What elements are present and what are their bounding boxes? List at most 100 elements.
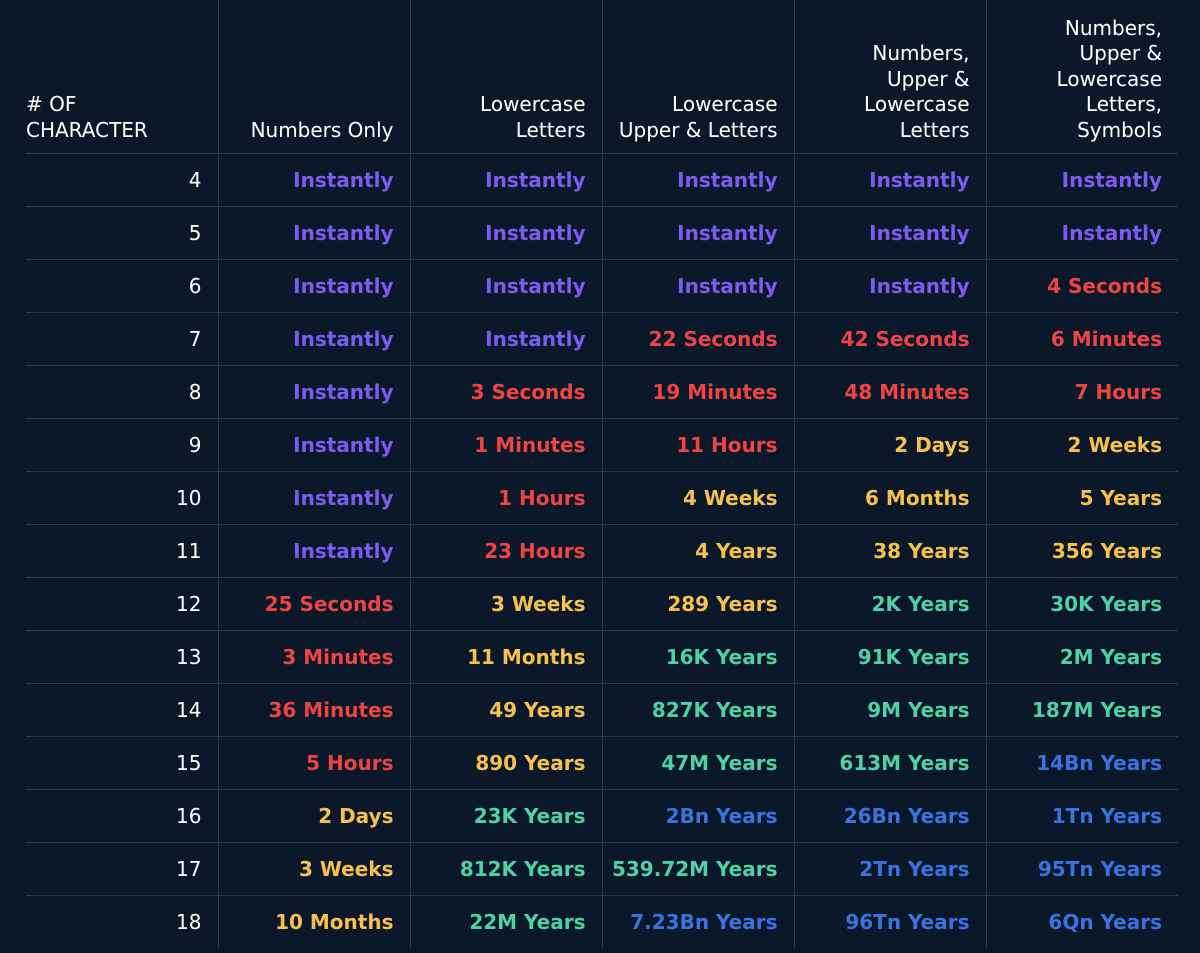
crack-time-cell: Instantly bbox=[217, 153, 410, 207]
crack-time-cell: 187M Years bbox=[985, 683, 1178, 737]
crack-time-cell: 613M Years bbox=[793, 736, 986, 790]
crack-time-cell: 22 Seconds bbox=[601, 312, 794, 366]
crack-time-cell: 7.23Bn Years bbox=[601, 895, 794, 948]
column-header-line: Lowercase bbox=[480, 92, 586, 116]
character-count-cell: 5 bbox=[26, 206, 218, 260]
column-header-line: Upper & bbox=[1079, 41, 1162, 65]
crack-time-cell: 25 Seconds bbox=[217, 577, 410, 631]
crack-time-cell: Instantly bbox=[409, 206, 602, 260]
crack-time-cell: 10 Months bbox=[217, 895, 410, 948]
crack-time-cell: 95Tn Years bbox=[985, 842, 1178, 896]
crack-time-cell: 3 Weeks bbox=[217, 842, 410, 896]
crack-time-cell: 38 Years bbox=[793, 524, 986, 578]
crack-time-cell: 47M Years bbox=[601, 736, 794, 790]
password-crack-time-table: # OF CHARACTER Numbers Only Lowercase Letter… bbox=[26, 0, 1178, 948]
column-header-line: Symbols bbox=[1077, 117, 1162, 142]
crack-time-cell: 9M Years bbox=[793, 683, 986, 737]
crack-time-cell: Instantly bbox=[601, 259, 794, 313]
column-header-line: Lowercase bbox=[864, 92, 970, 116]
password-crack-time-table-wrapper: # OF CHARACTER Numbers Only Lowercase Letter… bbox=[26, 0, 1178, 948]
crack-time-cell: 11 Months bbox=[409, 630, 602, 684]
table-row: 11 Instantly 23 Hours 4 Years 38 Years 356 Ye… bbox=[26, 524, 1178, 578]
crack-time-cell: 3 Seconds bbox=[409, 365, 602, 419]
crack-time-cell: Instantly bbox=[409, 153, 602, 207]
column-header-1: Numbers Only bbox=[217, 0, 410, 154]
table-row: 14 36 Minutes 49 Years 827K Years 9M Years 18… bbox=[26, 683, 1178, 737]
crack-time-cell: 5 Years bbox=[985, 471, 1178, 525]
crack-time-cell: 4 Weeks bbox=[601, 471, 794, 525]
crack-time-cell: 23 Hours bbox=[409, 524, 602, 578]
character-count-cell: 4 bbox=[26, 153, 218, 207]
crack-time-cell: Instantly bbox=[217, 365, 410, 419]
column-header-line: Numbers Only bbox=[250, 117, 394, 142]
crack-time-cell: 539.72M Years bbox=[601, 842, 794, 896]
crack-time-cell: 36 Minutes bbox=[217, 683, 410, 737]
table-row: 9 Instantly 1 Minutes 11 Hours 2 Days 2 Weeks bbox=[26, 418, 1178, 472]
crack-time-cell: 23K Years bbox=[409, 789, 602, 843]
character-count-cell: 10 bbox=[26, 471, 218, 525]
crack-time-cell: Instantly bbox=[601, 206, 794, 260]
character-count-cell: 13 bbox=[26, 630, 218, 684]
crack-time-cell: 3 Minutes bbox=[217, 630, 410, 684]
crack-time-cell: 827K Years bbox=[601, 683, 794, 737]
crack-time-cell: 2 Days bbox=[793, 418, 986, 472]
column-header-3: Lowercase Upper & Letters bbox=[601, 0, 794, 154]
character-count-cell: 6 bbox=[26, 259, 218, 313]
crack-time-cell: Instantly bbox=[217, 259, 410, 313]
crack-time-cell: 2 Weeks bbox=[985, 418, 1178, 472]
crack-time-cell: 1Tn Years bbox=[985, 789, 1178, 843]
crack-time-cell: 22M Years bbox=[409, 895, 602, 948]
crack-time-cell: 49 Years bbox=[409, 683, 602, 737]
column-header-line: Lowercase bbox=[1056, 66, 1162, 91]
character-count-cell: 7 bbox=[26, 312, 218, 366]
character-count-cell: 12 bbox=[26, 577, 218, 631]
crack-time-cell: 356 Years bbox=[985, 524, 1178, 578]
crack-time-cell: 42 Seconds bbox=[793, 312, 986, 366]
crack-time-cell: Instantly bbox=[217, 524, 410, 578]
crack-time-cell: 96Tn Years bbox=[793, 895, 986, 948]
crack-time-cell: Instantly bbox=[409, 312, 602, 366]
table-row: 15 5 Hours 890 Years 47M Years 613M Years 14B… bbox=[26, 736, 1178, 790]
crack-time-cell: Instantly bbox=[217, 418, 410, 472]
table-row: 12 25 Seconds 3 Weeks 289 Years 2K Years 30K … bbox=[26, 577, 1178, 631]
crack-time-cell: Instantly bbox=[217, 312, 410, 366]
table-row: 7 Instantly Instantly 22 Seconds 42 Seconds 6… bbox=[26, 312, 1178, 366]
crack-time-cell: 4 Seconds bbox=[985, 259, 1178, 313]
crack-time-cell: 30K Years bbox=[985, 577, 1178, 631]
table-row: 8 Instantly 3 Seconds 19 Minutes 48 Minutes 7… bbox=[26, 365, 1178, 419]
column-header-5: Numbers, Upper & Lowercase Letters, Symbols bbox=[985, 0, 1178, 154]
crack-time-cell: 7 Hours bbox=[985, 365, 1178, 419]
crack-time-cell: 890 Years bbox=[409, 736, 602, 790]
column-header-line: Upper & bbox=[886, 66, 970, 91]
table-row: 17 3 Weeks 812K Years 539.72M Years 2Tn Year… bbox=[26, 842, 1178, 896]
crack-time-cell: 11 Hours bbox=[601, 418, 794, 472]
crack-time-cell: 289 Years bbox=[601, 577, 794, 631]
crack-time-cell: Instantly bbox=[409, 259, 602, 313]
column-header-line: CHARACTER bbox=[26, 117, 148, 142]
crack-time-cell: 2Bn Years bbox=[601, 789, 794, 843]
crack-time-cell: 812K Years bbox=[409, 842, 602, 896]
crack-time-cell: 6Qn Years bbox=[985, 895, 1178, 948]
header-row: # OF CHARACTER Numbers Only Lowercase Letter… bbox=[26, 0, 1178, 154]
crack-time-cell: 1 Minutes bbox=[409, 418, 602, 472]
crack-time-cell: Instantly bbox=[217, 206, 410, 260]
crack-time-cell: 2Tn Years bbox=[793, 842, 986, 896]
character-count-cell: 15 bbox=[26, 736, 218, 790]
column-header-line: Letters bbox=[899, 117, 970, 142]
crack-time-cell: 16K Years bbox=[601, 630, 794, 684]
crack-time-cell: 14Bn Years bbox=[985, 736, 1178, 790]
table-row: 13 3 Minutes 11 Months 16K Years 91K Years 2M… bbox=[26, 630, 1178, 684]
column-header-line: Letters bbox=[515, 117, 586, 142]
crack-time-cell: 3 Weeks bbox=[409, 577, 602, 631]
character-count-cell: 14 bbox=[26, 683, 218, 737]
crack-time-cell: 5 Hours bbox=[217, 736, 410, 790]
table-header: # OF CHARACTER Numbers Only Lowercase Letter… bbox=[26, 0, 1178, 154]
header-character-count: # OF CHARACTER bbox=[26, 0, 218, 154]
crack-time-cell: 6 Minutes bbox=[985, 312, 1178, 366]
crack-time-cell: 26Bn Years bbox=[793, 789, 986, 843]
crack-time-cell: Instantly bbox=[793, 153, 986, 207]
crack-time-cell: 6 Months bbox=[793, 471, 986, 525]
crack-time-cell: Instantly bbox=[217, 471, 410, 525]
character-count-cell: 17 bbox=[26, 842, 218, 896]
table-row: 16 2 Days 23K Years 2Bn Years 26Bn Years 1Tn … bbox=[26, 789, 1178, 843]
